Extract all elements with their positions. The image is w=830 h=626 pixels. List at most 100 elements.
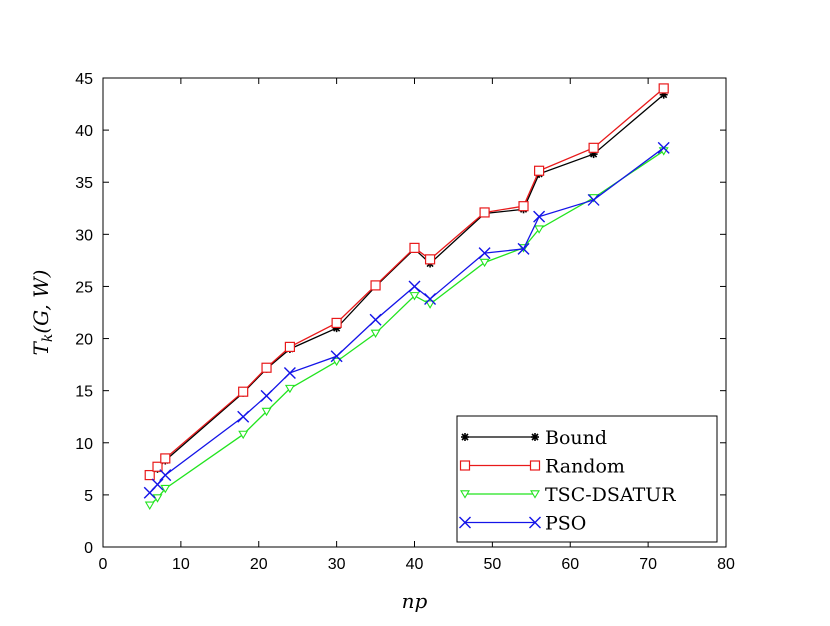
legend-marker <box>459 516 471 529</box>
marker-shape <box>160 453 171 464</box>
marker-shape <box>529 460 541 471</box>
legend-marker <box>531 433 539 441</box>
data-point <box>283 366 296 379</box>
data-point <box>152 494 163 503</box>
data-point <box>144 501 155 510</box>
data-point <box>152 461 163 472</box>
legend-label: PSO <box>545 513 586 535</box>
marker-stroke <box>531 433 539 441</box>
marker-shape <box>144 469 155 481</box>
y-tick-label: 40 <box>75 123 93 140</box>
data-point <box>409 292 420 301</box>
marker-shape <box>424 254 436 265</box>
legend-label: Bound <box>545 427 607 449</box>
y-tick-label: 35 <box>75 175 93 192</box>
data-point <box>261 407 272 417</box>
marker-shape <box>331 357 342 367</box>
legend-marker <box>530 490 540 499</box>
marker-shape <box>152 494 163 503</box>
marker-shape <box>530 490 540 499</box>
data-point <box>260 389 273 402</box>
legend-marker <box>461 433 469 441</box>
data-point <box>534 225 545 234</box>
marker-shape <box>331 317 342 329</box>
marker-shape <box>588 142 599 153</box>
x-tick-label: 20 <box>250 556 268 573</box>
data-point <box>237 410 250 423</box>
marker-stroke <box>533 210 546 223</box>
marker-stroke <box>424 292 437 305</box>
marker-shape <box>533 165 545 176</box>
x-tick-label: 30 <box>328 556 346 573</box>
marker-shape <box>479 207 490 218</box>
marker-stroke <box>260 389 273 402</box>
data-point <box>331 357 342 367</box>
marker-stroke <box>529 516 541 529</box>
data-point <box>517 242 530 255</box>
marker-shape <box>261 407 272 417</box>
data-point <box>151 478 164 491</box>
x-tick-label: 40 <box>406 556 424 573</box>
y-tick-label: 5 <box>84 488 93 505</box>
marker-shape <box>518 201 529 212</box>
marker-stroke <box>408 280 421 293</box>
x-tick-label: 10 <box>172 556 190 573</box>
marker-shape <box>238 430 249 440</box>
y-tick-label: 20 <box>75 332 93 349</box>
marker-shape <box>459 460 471 471</box>
data-point <box>479 207 490 218</box>
y-axis-label: Tk(G, W) <box>29 270 56 356</box>
legend-entry: TSC-DSATUR <box>460 484 676 506</box>
legend-marker <box>529 460 541 471</box>
legend-entry: PSO <box>459 513 586 535</box>
data-point <box>518 201 529 212</box>
legend-entry: Random <box>459 456 625 478</box>
x-tick-label: 70 <box>639 556 657 573</box>
data-point <box>533 210 546 223</box>
marker-stroke <box>369 313 382 326</box>
marker-shape <box>370 280 381 291</box>
data-point <box>587 193 600 206</box>
data-point <box>424 292 437 305</box>
marker-shape <box>160 484 171 494</box>
data-point <box>588 142 599 153</box>
x-tick-label: 80 <box>717 556 735 573</box>
data-point <box>238 430 249 440</box>
marker-stroke <box>461 433 469 441</box>
marker-shape <box>284 384 295 394</box>
data-point <box>478 247 491 260</box>
y-tick-label: 15 <box>75 384 93 401</box>
data-point <box>159 469 172 482</box>
data-point <box>160 453 171 464</box>
legend-label: TSC-DSATUR <box>545 484 676 506</box>
marker-shape <box>460 490 470 499</box>
marker-shape <box>409 242 420 253</box>
marker-shape <box>658 83 669 94</box>
series-random <box>144 83 669 481</box>
data-point <box>409 242 420 253</box>
series-pso <box>143 141 670 499</box>
marker-shape <box>261 362 272 373</box>
data-point <box>370 329 381 339</box>
data-point <box>533 165 545 176</box>
legend: Bound Random TSC-DSATUR PSO <box>456 415 718 543</box>
series-layer <box>143 83 670 510</box>
marker-stroke <box>159 469 172 482</box>
data-point <box>424 254 436 265</box>
marker-stroke <box>283 366 296 379</box>
y-tick-label: 10 <box>75 436 93 453</box>
y-tick-label: 30 <box>75 227 93 244</box>
y-tick-label: 45 <box>75 71 93 88</box>
data-point <box>160 484 171 494</box>
data-point <box>330 350 343 363</box>
y-axis-label-args: (G, W) <box>29 270 53 334</box>
data-point <box>331 317 342 329</box>
data-point <box>261 362 272 373</box>
y-axis-label-base: T <box>29 340 53 355</box>
data-point <box>144 469 155 481</box>
x-tick-label: 60 <box>561 556 579 573</box>
marker-stroke <box>330 350 343 363</box>
ticks-layer: 0 10 20 30 40 50 60 70 80 0 5 10 15 20 25 30 35 40 45 <box>75 71 735 573</box>
y-tick-label: 0 <box>84 540 93 557</box>
marker-shape <box>152 461 163 472</box>
